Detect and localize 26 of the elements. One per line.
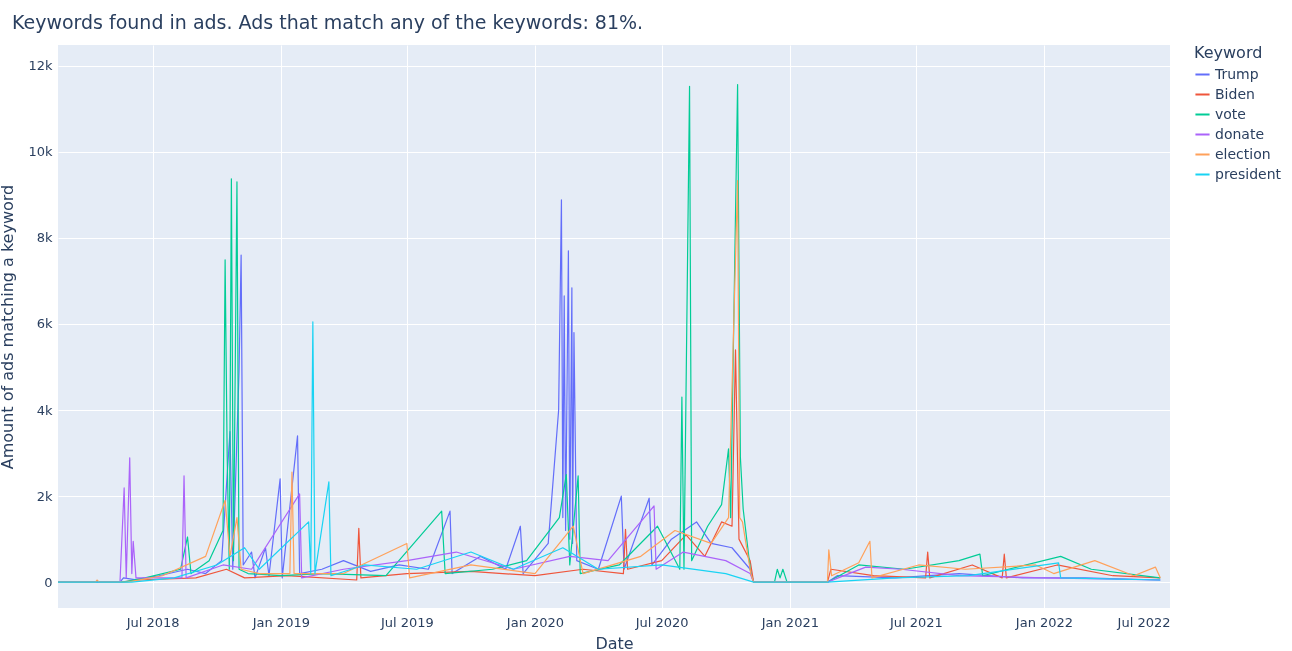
legend-label: donate	[1215, 125, 1265, 142]
x-tick-label: Jul 2022	[1116, 614, 1171, 630]
x-axis-title: Date	[595, 633, 634, 651]
legend-label: election	[1215, 145, 1271, 162]
x-tick-label: Jul 2019	[379, 614, 434, 630]
x-tick-label: Jul 2020	[634, 614, 689, 630]
x-tick-label: Jan 2021	[760, 614, 819, 630]
legend-label: Trump	[1214, 65, 1259, 82]
legend-label: vote	[1215, 105, 1246, 122]
x-tick-label: Jul 2018	[125, 614, 180, 630]
legend-title: Keyword	[1194, 43, 1263, 62]
legend-label: Biden	[1215, 85, 1255, 102]
y-tick-label: 12k	[28, 58, 53, 74]
x-tick-label: Jan 2020	[505, 614, 565, 630]
legend-label: president	[1215, 165, 1282, 182]
y-tick-label: 10k	[28, 144, 53, 160]
y-tick-label: 8k	[36, 230, 53, 246]
y-tick-label: 2k	[36, 488, 53, 504]
x-tick-label: Jan 2022	[1014, 614, 1074, 630]
y-tick-label: 4k	[36, 402, 53, 418]
x-tick-label: Jul 2021	[888, 614, 943, 630]
y-tick-label: 6k	[36, 316, 53, 332]
x-tick-label: Jan 2019	[251, 614, 310, 630]
y-tick-label: 0	[44, 574, 53, 590]
chart-title: Keywords found in ads. Ads that match any of the keywords: 81%.	[11, 11, 644, 33]
y-axis-title: Amount of ads matching a keyword	[0, 184, 18, 470]
